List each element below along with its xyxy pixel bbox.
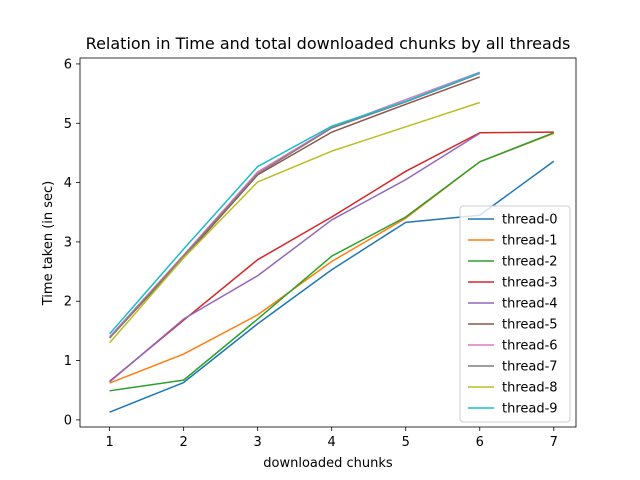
- legend-box: [459, 205, 571, 423]
- y-tick-label: 6: [64, 57, 72, 72]
- legend-label: thread-2: [502, 255, 558, 270]
- x-tick-label: 5: [402, 435, 410, 450]
- y-tick-label: 4: [64, 176, 72, 191]
- legend-label: thread-9: [502, 402, 558, 417]
- series-group: [109, 71, 555, 413]
- legend-label: thread-8: [502, 381, 558, 396]
- legend-label: thread-0: [502, 213, 558, 228]
- series-line-thread-2: [109, 132, 555, 392]
- series-line-thread-6: [109, 71, 481, 338]
- legend: thread-0 thread-1 thread-2 thread-3 thread-4…: [459, 205, 571, 423]
- series-line-thread-9: [109, 72, 481, 335]
- x-axis-label: downloaded chunks: [263, 456, 393, 471]
- x-tick-label: 2: [180, 435, 188, 450]
- y-axis: 0 1 2 3 4 5 6: [64, 57, 80, 428]
- series-line-thread-8: [109, 101, 480, 344]
- x-tick-label: 4: [328, 435, 336, 450]
- series-line-thread-3: [109, 131, 554, 382]
- legend-label: thread-7: [502, 360, 558, 375]
- x-tick-label: 6: [476, 435, 484, 450]
- chart-title: Relation in Time and total downloaded ch…: [86, 34, 571, 53]
- series-line-thread-5: [109, 76, 481, 339]
- y-tick-label: 1: [64, 354, 72, 369]
- series-line-thread-4: [109, 132, 481, 383]
- x-axis: 1 2 3 4 5 6 7: [105, 427, 558, 450]
- y-tick-label: 3: [64, 235, 72, 250]
- x-tick-label: 1: [105, 435, 113, 450]
- legend-label: thread-4: [502, 297, 558, 312]
- plot-area: [79, 57, 577, 428]
- y-tick-label: 0: [64, 413, 72, 428]
- y-axis-label: Time taken (in sec): [41, 181, 56, 307]
- series-line-thread-7: [109, 72, 481, 339]
- plot-frame: [79, 57, 577, 428]
- legend-label: thread-1: [502, 234, 558, 249]
- y-tick-label: 5: [64, 117, 72, 132]
- legend-label: thread-5: [502, 318, 558, 333]
- legend-label: thread-3: [502, 276, 558, 291]
- x-tick-label: 7: [550, 435, 558, 450]
- legend-label: thread-6: [502, 339, 558, 354]
- y-tick-label: 2: [64, 295, 72, 310]
- x-tick-label: 3: [254, 435, 262, 450]
